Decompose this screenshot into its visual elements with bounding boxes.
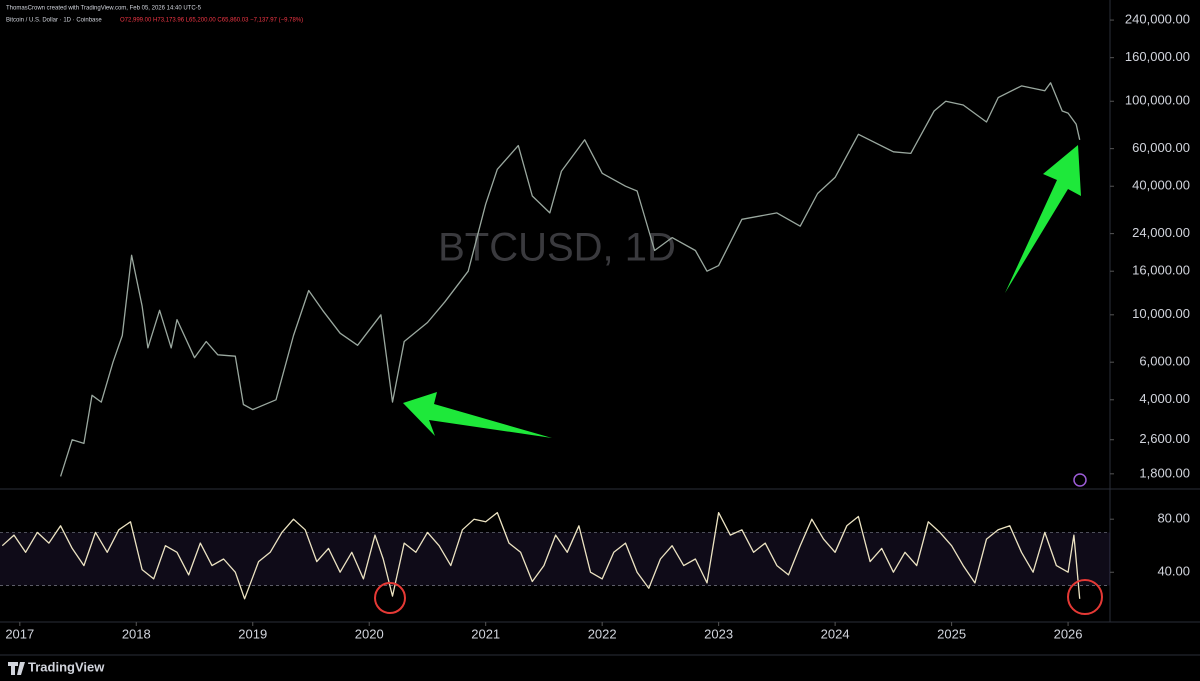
x-tick-label: 2019 xyxy=(238,626,267,641)
x-tick-label: 2020 xyxy=(355,626,384,641)
y-tick-label: 6,000.00 xyxy=(1139,354,1190,369)
y-tick-label: 60,000.00 xyxy=(1132,140,1190,155)
x-tick-label: 2017 xyxy=(5,626,34,641)
circle-annotation xyxy=(1067,579,1103,615)
y-tick-label: 24,000.00 xyxy=(1132,225,1190,240)
y-tick-label: 40,000.00 xyxy=(1132,178,1190,193)
x-tick-label: 2023 xyxy=(704,626,733,641)
ohlc-line: O72,999.00 H73,173.96 L65,200.00 C65,860… xyxy=(120,18,303,24)
y-tick-label: 2,600.00 xyxy=(1139,431,1190,446)
x-tick-label: 2021 xyxy=(471,626,500,641)
plot-layer: 240,000.00 160,000.00 100,000.00 60,000.00 4… xyxy=(0,12,1190,641)
x-tick-label: 2022 xyxy=(588,626,617,641)
y-tick-label: 40.00 xyxy=(1157,564,1190,579)
arrow-annotation xyxy=(1005,145,1081,293)
replay-icon[interactable] xyxy=(1073,473,1087,487)
y-tick-label: 16,000.00 xyxy=(1132,263,1190,278)
series-line xyxy=(1,511,1081,600)
symbol-line: Bitcoin / U.S. Dollar · 1D · Coinbase xyxy=(6,18,102,24)
circle-annotation xyxy=(374,582,406,614)
x-tick-label: 2018 xyxy=(122,626,151,641)
rsi-band xyxy=(0,532,1110,586)
brand: TradingView xyxy=(28,659,105,674)
y-tick-label: 10,000.00 xyxy=(1132,306,1190,321)
arrow-annotation xyxy=(403,392,552,438)
brand-logo xyxy=(8,662,25,675)
x-tick-label: 2025 xyxy=(937,626,966,641)
y-tick-label: 240,000.00 xyxy=(1125,12,1190,27)
y-tick-label: 160,000.00 xyxy=(1125,49,1190,64)
y-tick-label: 4,000.00 xyxy=(1139,391,1190,406)
author-line: ThomasCrown created with TradingView.com… xyxy=(6,6,202,12)
series-line xyxy=(59,82,1081,477)
x-tick-label: 2026 xyxy=(1054,626,1083,641)
y-tick-label: 1,800.00 xyxy=(1139,465,1190,480)
x-tick-label: 2024 xyxy=(821,626,850,641)
y-tick-label: 80.00 xyxy=(1157,511,1190,526)
y-tick-label: 100,000.00 xyxy=(1125,93,1190,108)
